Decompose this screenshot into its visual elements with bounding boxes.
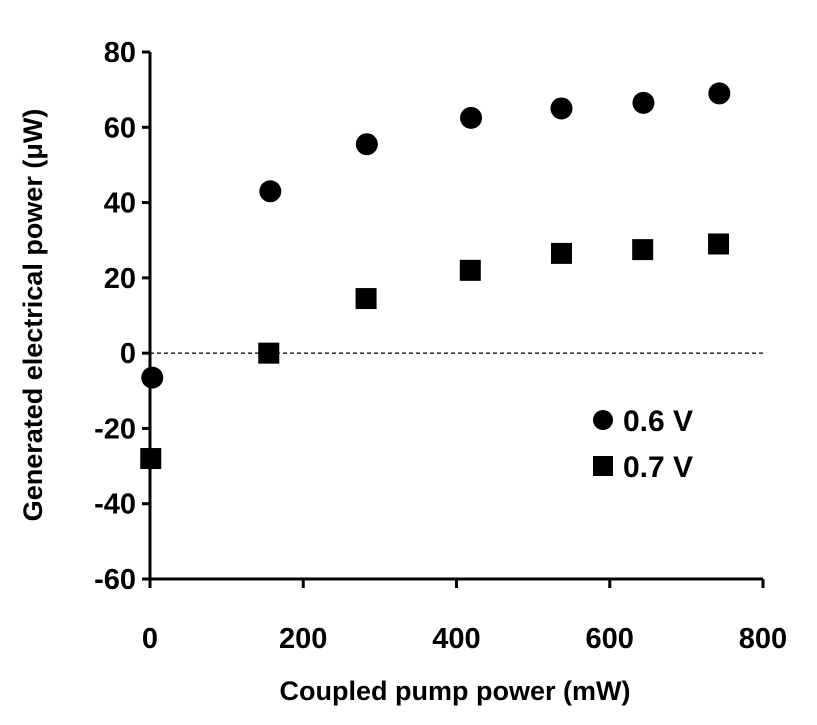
point-0-6V (460, 106, 483, 129)
y-tick-label: -20 (94, 413, 136, 445)
y-axis-title: Generated electrical power (μW) (18, 109, 48, 522)
point-0-7V (459, 259, 481, 281)
x-tick-label: 0 (142, 623, 158, 655)
data-points (140, 82, 731, 470)
x-tick-label: 400 (432, 623, 480, 655)
x-tick-label: 200 (279, 623, 327, 655)
y-tick-label: 60 (104, 112, 136, 144)
y-tick-label: 40 (104, 188, 136, 220)
legend-label-0-7v: 0.7 V (623, 451, 693, 484)
point-0-7V (258, 342, 280, 364)
point-0-6V (259, 180, 282, 203)
x-tick-label: 800 (739, 623, 787, 655)
point-0-7V (355, 288, 377, 310)
point-0-6V (550, 97, 573, 120)
point-0-6V (708, 82, 731, 105)
x-axis-title: Coupled pump power (mW) (280, 676, 631, 706)
point-0-6V (141, 366, 164, 389)
y-tick-label: 80 (104, 37, 136, 69)
y-tick-label: 20 (104, 263, 136, 295)
legend: 0.6 V 0.7 V (593, 405, 693, 484)
y-tick-label: 0 (120, 338, 136, 370)
legend-marker-0-7v (593, 456, 613, 476)
y-tick-labels: 80 60 40 20 0 -20 -40 -60 (94, 37, 136, 596)
point-0-6V (632, 91, 655, 114)
legend-label-0-6v: 0.6 V (623, 405, 693, 438)
axes (142, 50, 765, 588)
point-0-7V (708, 233, 730, 255)
x-tick-label: 600 (586, 623, 634, 655)
x-tick-labels: 0 200 400 600 800 (142, 623, 787, 655)
legend-marker-0-6v (593, 410, 613, 430)
y-tick-label: -40 (94, 489, 136, 521)
point-0-7V (632, 239, 654, 261)
point-0-7V (550, 242, 572, 264)
point-0-7V (140, 448, 162, 470)
point-0-6V (355, 133, 378, 156)
y-tick-label: -60 (94, 564, 136, 596)
